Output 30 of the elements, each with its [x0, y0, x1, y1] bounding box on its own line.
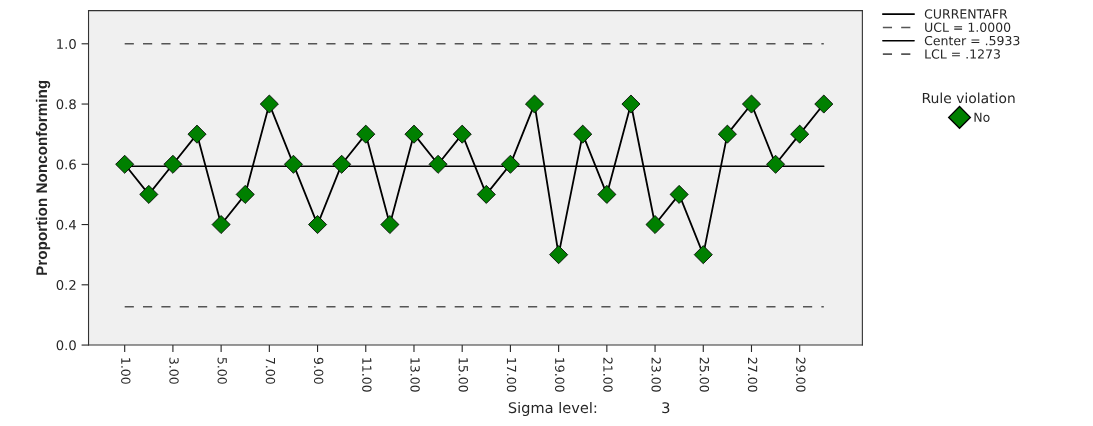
x-axis-title: Sigma level:: [508, 401, 597, 417]
y-axis-title: Proportion Nonconforming: [35, 80, 51, 275]
x-tick-label: 29.00: [796, 357, 806, 392]
y-tick-label: 0.8: [56, 99, 76, 110]
x-tick-label: 9.00: [313, 357, 324, 384]
x-tick-label: 17.00: [506, 358, 517, 392]
x-tick-label: 27.00: [747, 357, 758, 392]
y-tick-label: 1.0: [57, 39, 76, 49]
x-tick-label: 15.00: [458, 358, 469, 392]
y-tick-label: 0.0: [56, 340, 76, 351]
legend-label: LCL = .1273: [925, 49, 1000, 59]
x-tick-label: 25.00: [699, 357, 710, 392]
x-tick-label: 3.00: [169, 357, 179, 384]
legend-label: Center = .5933: [924, 35, 1020, 46]
text: 3: [662, 402, 670, 414]
x-tick-label: 11.00: [362, 358, 372, 392]
x-tick-label: 13.00: [410, 358, 420, 392]
y-tick-label: 0.2: [56, 280, 76, 291]
y-tick-label: 0.4: [56, 219, 76, 230]
x-tick-label: 7.00: [265, 357, 276, 384]
x-tick-label: 5.00: [217, 357, 227, 384]
legend-label: CURRENTAFR: [924, 9, 1008, 19]
legend-title: Rule violation: [922, 92, 1015, 104]
x-tick-label: 23.00: [651, 357, 661, 392]
x-tick-label: 21.00: [603, 357, 613, 392]
y-tick-label: 0.6: [56, 159, 76, 170]
x-tick-label: 19.00: [555, 358, 565, 392]
x-tick-label: 1.00: [121, 358, 131, 384]
legend-label: No: [974, 112, 990, 122]
legend-label: UCL = 1.0000: [925, 22, 1011, 32]
